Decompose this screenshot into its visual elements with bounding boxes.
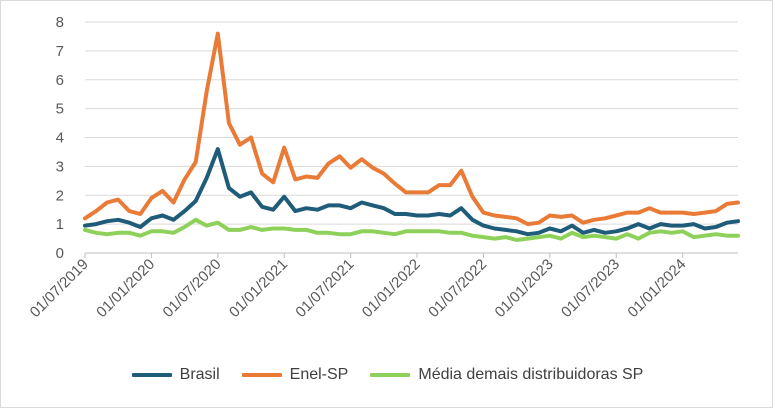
x-tick-label: 01/07/2023 [558, 256, 623, 321]
gridlines [85, 21, 738, 225]
series-line-2 [83, 217, 740, 242]
x-tick-label: 01/01/2021 [226, 256, 291, 321]
x-tick-label: 01/07/2019 [27, 256, 92, 321]
series-line-1 [83, 31, 740, 227]
legend: Brasil Enel-SP Média demais distribuidor… [0, 366, 775, 384]
legend-swatch-media-demais [370, 373, 411, 377]
y-tick-label: 8 [56, 14, 64, 31]
legend-swatch-brasil [131, 373, 172, 377]
y-tick-label: 7 [56, 43, 64, 60]
y-tick-label: 3 [56, 158, 64, 175]
y-tick-label: 6 [56, 72, 64, 89]
legend-item-enel-sp[interactable]: Enel-SP [241, 366, 349, 384]
legend-item-brasil[interactable]: Brasil [131, 366, 220, 384]
y-tick-label: 4 [56, 130, 64, 147]
x-tick-label: 01/01/2024 [624, 256, 689, 321]
legend-item-media-demais[interactable]: Média demais distribuidoras SP [370, 366, 643, 384]
y-axis: 0 1 2 3 4 5 6 7 8 [56, 14, 64, 262]
x-axis: 01/07/2019 01/01/2020 01/07/2020 01/01/2021… [27, 252, 738, 321]
x-tick-label: 01/01/2020 [93, 256, 158, 321]
legend-label-media-demais: Média demais distribuidoras SP [418, 366, 644, 383]
legend-label-brasil: Brasil [179, 366, 220, 383]
series-lines [83, 31, 740, 242]
y-tick-label: 0 [56, 245, 64, 262]
x-tick-label: 01/07/2022 [425, 256, 490, 321]
legend-swatch-enel-sp [241, 373, 282, 377]
legend-label-enel-sp: Enel-SP [289, 366, 349, 383]
x-tick-label: 01/07/2021 [292, 256, 357, 321]
y-tick-label: 1 [56, 216, 64, 233]
x-tick-label: 01/01/2023 [492, 256, 557, 321]
y-tick-label: 5 [56, 101, 64, 118]
y-tick-label: 2 [56, 187, 64, 204]
x-tick-label: 01/01/2022 [359, 256, 424, 321]
series-line-0 [83, 147, 740, 237]
x-tick-label: 01/07/2020 [160, 256, 225, 321]
